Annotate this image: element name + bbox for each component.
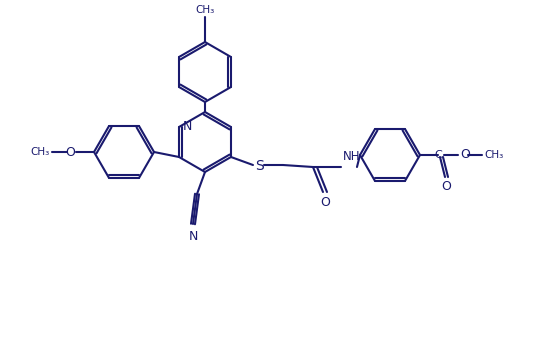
Text: N: N: [188, 230, 198, 243]
Text: O: O: [460, 148, 470, 161]
Text: N: N: [183, 120, 193, 133]
Text: S: S: [255, 159, 264, 173]
Text: C: C: [434, 150, 442, 160]
Text: NH: NH: [343, 150, 361, 163]
Text: CH₃: CH₃: [31, 147, 50, 157]
Text: CH₃: CH₃: [484, 150, 503, 160]
Text: CH₃: CH₃: [195, 5, 215, 15]
Text: O: O: [65, 146, 75, 159]
Text: O: O: [441, 180, 451, 193]
Text: O: O: [320, 196, 330, 209]
